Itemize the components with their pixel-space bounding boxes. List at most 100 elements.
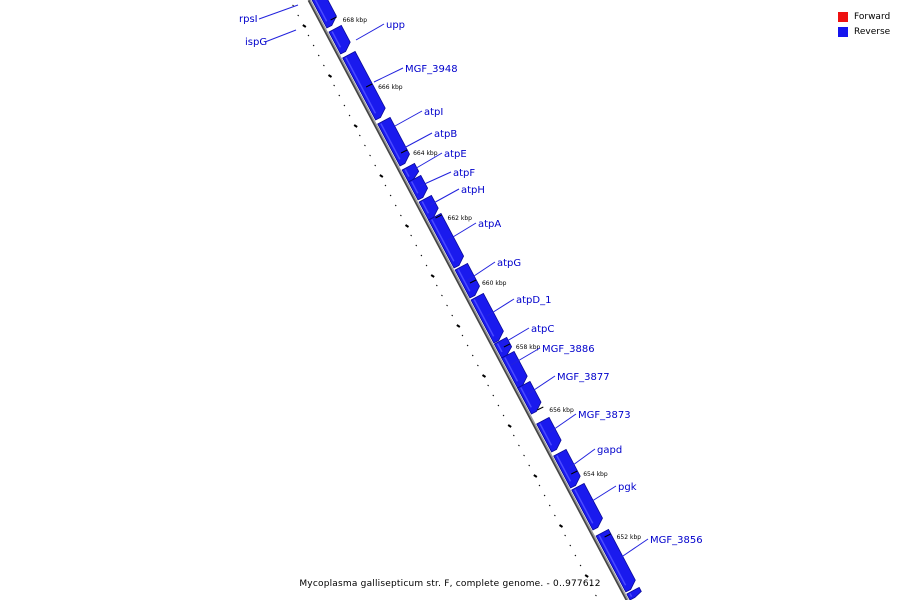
scale-tick <box>330 16 337 21</box>
gene-block[interactable] <box>377 116 410 167</box>
scale-dot <box>400 214 402 217</box>
gene-label-connector <box>549 413 577 433</box>
gene-block[interactable] <box>553 448 581 489</box>
scale-tick-label: 666 kbp <box>378 84 403 91</box>
gene-label-connector <box>429 188 460 206</box>
scale-dot <box>538 484 541 487</box>
gene-block-highlight <box>345 57 377 114</box>
scale-dot <box>548 504 551 507</box>
gene-block[interactable] <box>626 586 642 600</box>
scale-dot <box>292 4 294 7</box>
gene-block[interactable] <box>571 482 603 531</box>
forward-swatch <box>838 11 848 22</box>
scale-dot <box>379 174 384 178</box>
gene-block[interactable] <box>401 162 420 183</box>
legend: Forward Reverse <box>838 9 898 39</box>
gene-block-highlight <box>431 219 455 262</box>
gene-label-ispg[interactable]: ispG <box>245 37 267 48</box>
gene-block-highlight <box>404 169 410 177</box>
gene-label-mgf-3873[interactable]: MGF_3873 <box>578 410 631 421</box>
scale-dot <box>338 94 341 97</box>
gene-block-highlight <box>504 357 519 382</box>
gene-block-highlight <box>496 343 503 353</box>
gene-label-mgf-3886[interactable]: MGF_3886 <box>542 344 595 355</box>
scale-dot <box>533 474 538 478</box>
gene-label-connector <box>568 448 596 469</box>
gene-label-atpb[interactable]: atpB <box>434 129 457 140</box>
scale-tick-label: 664 kbp <box>413 150 438 157</box>
gene-block[interactable] <box>595 528 636 593</box>
gene-labels: rpsI ispG upp MGF_3948 atpI atpB atpE atpF atpH a… <box>239 4 703 559</box>
gene-block[interactable] <box>428 212 465 269</box>
gene-label-mgf-3856[interactable]: MGF_3856 <box>650 535 703 546</box>
scale-dot <box>415 244 418 247</box>
scale-dot <box>579 564 582 567</box>
scale-dot <box>584 574 589 578</box>
scale-dot <box>569 544 572 547</box>
scale-tick <box>570 470 578 475</box>
scale-dot <box>323 64 325 67</box>
scale-dot <box>430 274 435 278</box>
gene-block-highlight <box>410 181 419 194</box>
gene-label-atpc[interactable]: atpC <box>531 324 554 335</box>
scale-dot <box>374 164 377 167</box>
gene-label-atpf[interactable]: atpF <box>453 168 475 179</box>
gene-block[interactable] <box>454 262 480 299</box>
scale-dot <box>420 254 423 257</box>
gene-block-highlight <box>457 269 471 292</box>
gene-label-connector <box>588 485 617 504</box>
gene-block[interactable] <box>328 24 351 55</box>
gene-label-mgf-3948[interactable]: MGF_3948 <box>405 64 458 75</box>
gene-label-mgf-3877[interactable]: MGF_3877 <box>557 372 610 383</box>
gene-label-connector <box>486 298 515 317</box>
scale-dot <box>404 224 410 228</box>
scale-tick-label: 652 kbp <box>617 534 642 541</box>
scale-dot <box>456 324 461 328</box>
gene-block[interactable] <box>470 292 504 344</box>
gene-block[interactable] <box>493 336 513 359</box>
gene-block[interactable] <box>418 194 439 221</box>
scale-dot <box>348 114 351 117</box>
scale-dots <box>292 4 597 597</box>
gene-label-atpe[interactable]: atpE <box>444 149 467 160</box>
gene-block[interactable] <box>342 50 386 121</box>
gene-label-atpg[interactable]: atpG <box>497 258 521 269</box>
gene-label-atpi[interactable]: atpI <box>424 107 443 118</box>
scale-tick <box>435 214 442 219</box>
legend-reverse-label: Reverse <box>854 26 891 37</box>
scale-dot <box>497 404 500 407</box>
gene-label-gapd[interactable]: gapd <box>597 445 622 456</box>
scale-tick-label: 654 kbp <box>583 471 608 478</box>
gene-block-highlight <box>331 31 342 48</box>
gene-block[interactable] <box>407 174 429 201</box>
gene-label-connector <box>373 67 404 83</box>
scale-dot <box>518 444 520 447</box>
gene-label-connector <box>619 538 649 559</box>
scale-dot <box>307 34 310 37</box>
gene-block[interactable] <box>311 0 337 29</box>
scale-tick-label: 658 kbp <box>516 344 541 351</box>
gene-label-atpa[interactable]: atpA <box>478 219 501 230</box>
scale-dot <box>394 204 397 207</box>
gene-block[interactable] <box>501 350 528 389</box>
gene-label-atph[interactable]: atpH <box>461 185 485 196</box>
gene-block-highlight <box>574 489 594 524</box>
scale-dot <box>471 354 474 357</box>
gene-label-upp[interactable]: upp <box>386 20 405 31</box>
scale-dot <box>461 334 464 337</box>
gene-label-pgk[interactable]: pgk <box>618 482 637 493</box>
gene-block-highlight <box>421 201 430 214</box>
scale-dot <box>512 434 515 437</box>
gene-block[interactable] <box>536 416 562 453</box>
legend-item-reverse[interactable]: Reverse <box>838 24 898 39</box>
gene-label-connector <box>394 110 423 127</box>
scale-dot <box>481 374 487 378</box>
scale-tick <box>537 406 544 411</box>
gene-label-connector <box>467 261 496 281</box>
gene-label-atpd-1[interactable]: atpD_1 <box>516 295 551 306</box>
legend-item-forward[interactable]: Forward <box>838 9 898 24</box>
gene-block[interactable] <box>517 380 542 415</box>
scale-dot <box>466 344 469 347</box>
scale-dot <box>410 234 412 237</box>
gene-label-rpsi[interactable]: rpsI <box>239 14 258 25</box>
